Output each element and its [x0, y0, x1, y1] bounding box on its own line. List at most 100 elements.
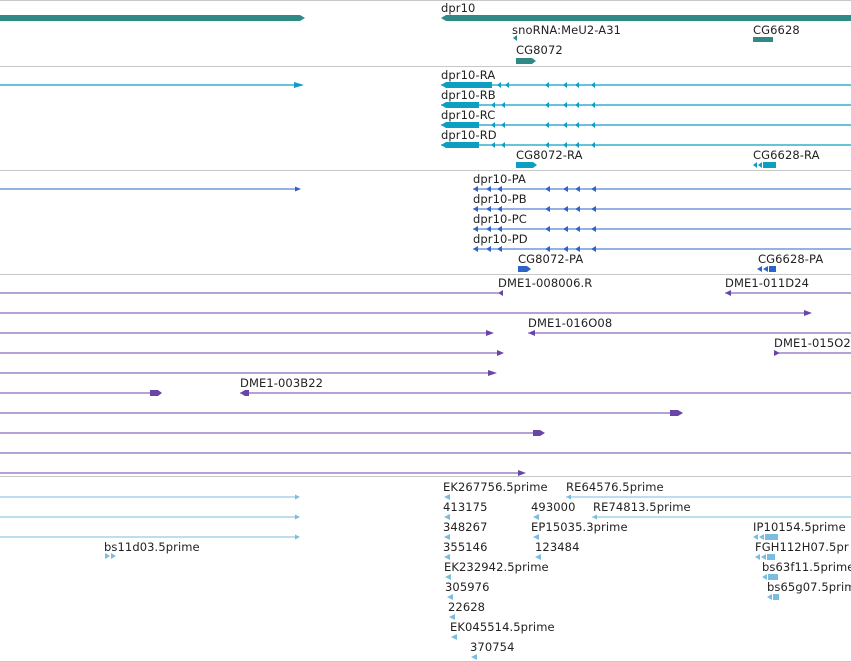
est-feature[interactable] — [767, 594, 779, 600]
est-feature[interactable] — [533, 534, 539, 540]
est-feature[interactable] — [105, 553, 116, 559]
est-feature[interactable] — [447, 594, 453, 600]
clone-feature[interactable] — [0, 310, 812, 316]
est-feature[interactable] — [755, 554, 775, 560]
protein-feature-dpr10-PB[interactable] — [473, 206, 851, 212]
est-feature[interactable] — [444, 514, 450, 520]
track-separator-top — [0, 0, 851, 1]
clone-label[interactable]: DME1-011D24 — [725, 276, 810, 290]
est-label[interactable]: EP15035.3prime — [531, 520, 628, 534]
gene-feature-cg8072[interactable] — [516, 58, 536, 64]
est-feature[interactable] — [445, 574, 451, 580]
clone-label[interactable]: DME1-015O2 — [774, 336, 851, 350]
transcript-feature-dpr10-RC[interactable] — [441, 122, 851, 128]
track-separator — [0, 476, 851, 477]
clone-label[interactable]: DME1-003B22 — [240, 376, 324, 390]
protein-track-glyphs — [0, 186, 851, 272]
protein-label-dpr10-PB[interactable]: dpr10-PB — [473, 192, 527, 206]
protein-label-cg8072-PA[interactable]: CG8072-PA — [518, 252, 584, 266]
est-label[interactable]: 348267 — [443, 520, 488, 534]
est-feature[interactable] — [533, 514, 539, 520]
est-feature[interactable] — [471, 654, 477, 660]
est-feature[interactable] — [566, 494, 851, 500]
est-feature[interactable] — [753, 534, 778, 540]
clone-feature[interactable] — [0, 330, 851, 336]
est-label[interactable]: 123484 — [535, 540, 580, 554]
transcript-label-dpr10-RB[interactable]: dpr10-RB — [441, 88, 496, 102]
est-feature[interactable] — [444, 494, 450, 500]
est-label[interactable]: 370754 — [470, 640, 515, 654]
gene-feature-left[interactable] — [0, 15, 305, 21]
protein-label-dpr10-PD[interactable]: dpr10-PD — [473, 232, 528, 246]
clone-feature[interactable] — [0, 350, 851, 356]
protein-feature-cg6628-PA[interactable] — [757, 266, 776, 272]
transcript-feature-dpr10-RD[interactable] — [441, 142, 851, 148]
transcript-track-glyphs — [0, 82, 851, 168]
gene-track-glyphs — [0, 15, 851, 64]
transcript-label-dpr10-RA[interactable]: dpr10-RA — [441, 68, 496, 82]
est-label[interactable]: RE64576.5prime — [566, 480, 664, 494]
est-feature[interactable] — [535, 554, 541, 560]
protein-label-cg6628-PA[interactable]: CG6628-PA — [758, 252, 824, 266]
gene-feature-cg6628[interactable] — [753, 37, 773, 42]
gene-label-dpr10[interactable]: dpr10 — [441, 1, 476, 15]
est-feature[interactable] — [449, 614, 455, 620]
clone-track-glyphs — [0, 290, 851, 476]
protein-label-dpr10-PC[interactable]: dpr10-PC — [473, 212, 527, 226]
est-feature[interactable] — [444, 554, 450, 560]
clone-feature[interactable] — [0, 430, 545, 436]
est-label[interactable]: FGH112H07.5pr — [755, 540, 849, 554]
clone-feature[interactable] — [0, 390, 851, 396]
est-feature[interactable] — [451, 634, 457, 640]
est-feature[interactable] — [762, 574, 778, 580]
protein-feature-cg8072-PA[interactable] — [518, 266, 531, 272]
protein-feature-dpr10-PC[interactable] — [473, 226, 851, 232]
est-label[interactable]: EK232942.5prime — [444, 560, 549, 574]
est-feature[interactable] — [592, 514, 851, 520]
transcript-label-dpr10-RD[interactable]: dpr10-RD — [441, 128, 497, 142]
gene-label-cg8072[interactable]: CG8072 — [516, 43, 563, 57]
clone-feature[interactable] — [0, 470, 526, 476]
track-separator — [0, 66, 851, 67]
est-label[interactable]: EK267756.5prime — [443, 480, 548, 494]
est-label[interactable]: EK045514.5prime — [450, 620, 555, 634]
clone-label[interactable]: DME1-008006.R — [498, 276, 593, 290]
est-label[interactable]: IP10154.5prime — [753, 520, 846, 534]
est-label[interactable]: bs11d03.5prime — [104, 540, 200, 554]
clone-feature[interactable] — [0, 290, 503, 296]
transcript-feature-dpr10-RB[interactable] — [441, 102, 851, 108]
gene-feature-snorna[interactable] — [513, 35, 517, 41]
transcript-label-cg6628-RA[interactable]: CG6628-RA — [753, 148, 820, 162]
gene-feature-dpr10[interactable] — [441, 15, 851, 21]
est-label[interactable]: RE74813.5prime — [593, 500, 691, 514]
clone-feature[interactable] — [725, 290, 851, 296]
est-feature[interactable] — [0, 534, 300, 540]
clone-feature[interactable] — [0, 370, 497, 376]
transcript-label-cg8072-RA[interactable]: CG8072-RA — [516, 148, 583, 162]
track-separator — [0, 274, 851, 275]
est-label[interactable]: 493000 — [531, 500, 576, 514]
est-label[interactable]: bs65g07.5prime — [767, 580, 851, 594]
transcript-feature-cg6628-RA[interactable] — [753, 162, 776, 168]
est-label[interactable]: bs63f11.5prime — [762, 560, 851, 574]
est-label[interactable]: 413175 — [443, 500, 488, 514]
est-feature[interactable] — [0, 494, 300, 500]
protein-label-dpr10-PA[interactable]: dpr10-PA — [473, 172, 526, 186]
transcript-label-dpr10-RC[interactable]: dpr10-RC — [441, 108, 496, 122]
est-label[interactable]: 355146 — [443, 540, 488, 554]
transcript-feature-dpr10-RA[interactable] — [441, 82, 851, 88]
protein-feature-dpr10-PD[interactable] — [473, 246, 851, 252]
est-label[interactable]: 305976 — [445, 580, 490, 594]
est-feature[interactable] — [0, 514, 300, 520]
track-separator — [0, 170, 851, 171]
clone-feature[interactable] — [0, 410, 683, 416]
protein-feature-dpr10-PA[interactable] — [473, 186, 851, 192]
transcript-feature-cg8072-RA[interactable] — [516, 162, 537, 168]
clone-label[interactable]: DME1-016O08 — [528, 316, 613, 330]
est-feature[interactable] — [444, 534, 450, 540]
est-track-glyphs — [0, 494, 851, 660]
gene-label-snorna[interactable]: snoRNA:MeU2-A31 — [512, 23, 622, 37]
est-label[interactable]: 22628 — [448, 600, 486, 614]
gene-label-cg6628[interactable]: CG6628 — [753, 23, 800, 37]
